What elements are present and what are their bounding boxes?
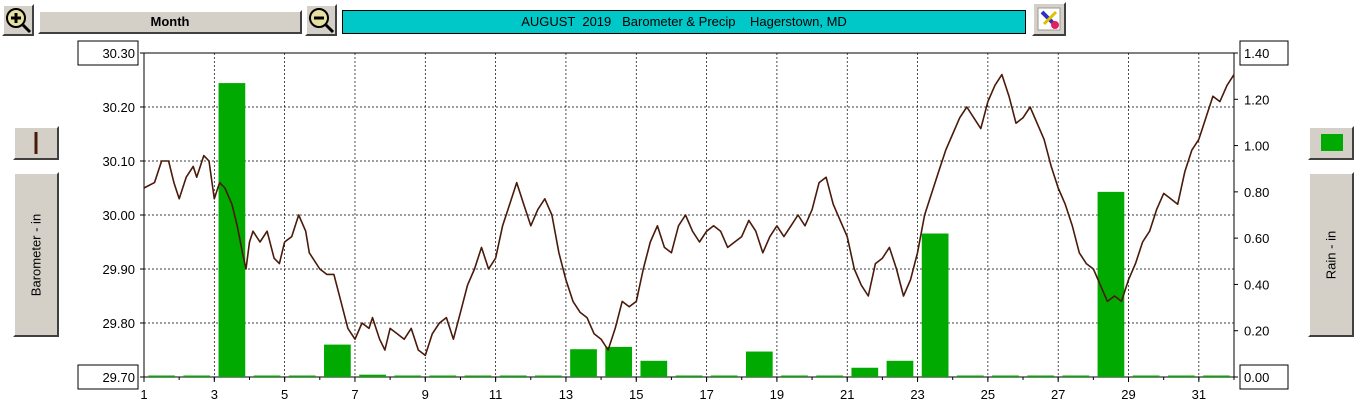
y-right-tick-label: 0.00: [1244, 370, 1269, 385]
rain-bar: [324, 344, 351, 377]
y-left-tick-label: 29.90: [102, 262, 135, 277]
rain-bar: [675, 375, 703, 377]
x-tick-label: 3: [211, 387, 218, 402]
y-left-limit-box: [77, 40, 139, 66]
y-right-limit-box: [1239, 40, 1289, 66]
x-tick-label: 7: [351, 387, 358, 402]
y-right-tick-label: 0.40: [1244, 277, 1269, 292]
y-right-tick-label: 0.80: [1244, 185, 1269, 200]
rain-bar: [534, 375, 562, 377]
rain-bar: [992, 375, 1019, 377]
rain-bar: [710, 375, 738, 377]
marker-tool-button[interactable]: [1032, 2, 1066, 36]
y-left-tick-label: 30.10: [102, 154, 135, 169]
left-axis-button[interactable]: Barometer - in: [13, 172, 59, 337]
rain-bar: [253, 375, 281, 377]
y-right-tick-label: 1.00: [1244, 139, 1269, 154]
rain-bar: [1167, 375, 1195, 377]
x-tick-label: 25: [981, 387, 995, 402]
rain-bar: [148, 375, 175, 377]
x-tick-label: 19: [770, 387, 784, 402]
rain-bar: [605, 346, 633, 377]
rain-bar: [183, 375, 211, 377]
rain-bar: [218, 83, 246, 377]
rain-bar: [288, 375, 316, 377]
rain-bar-swatch-icon: [1321, 134, 1343, 151]
rain-bar: [745, 351, 773, 377]
rain-bar: [956, 375, 984, 377]
rain-bar: [464, 375, 492, 377]
rain-legend-button[interactable]: [1308, 126, 1354, 160]
y-right-tick-label: 1.40: [1244, 46, 1269, 61]
x-tick-label: 27: [1051, 387, 1065, 402]
pressure-line-swatch-icon: [34, 132, 38, 154]
y-left-tick-label: 29.70: [102, 370, 135, 385]
x-tick-label: 9: [422, 387, 429, 402]
x-tick-label: 1: [140, 387, 147, 402]
right-axis-button[interactable]: Rain - in: [1308, 172, 1354, 337]
rain-bar: [640, 360, 668, 377]
rain-bar: [1097, 191, 1125, 377]
y-right-limit-box: [1239, 364, 1289, 390]
zoom-out-button[interactable]: [305, 4, 337, 36]
pressure-legend-button[interactable]: [13, 126, 59, 160]
rain-bar: [499, 375, 527, 377]
rain-bar: [851, 367, 879, 377]
y-left-tick-label: 30.30: [102, 46, 135, 61]
x-tick-label: 17: [699, 387, 713, 402]
y-left-tick-label: 30.00: [102, 208, 135, 223]
magnifier-minus-icon: [309, 8, 335, 34]
period-selector-button[interactable]: Month: [38, 10, 302, 34]
chart-title-bar: AUGUST 2019 Barometer & Precip Hagerstow…: [342, 10, 1026, 34]
rain-bar: [394, 375, 422, 377]
x-tick-label: 29: [1121, 387, 1135, 402]
x-tick-label: 13: [559, 387, 573, 402]
x-tick-label: 11: [489, 387, 503, 402]
rain-bar: [1132, 375, 1160, 377]
x-tick-label: 5: [281, 387, 288, 402]
x-tick-label: 15: [629, 387, 643, 402]
y-right-tick-label: 1.20: [1244, 92, 1269, 107]
x-tick-label: 31: [1192, 387, 1206, 402]
marker-pen-icon: [1037, 7, 1061, 31]
y-right-tick-label: 0.20: [1244, 324, 1269, 339]
rain-bar: [429, 375, 457, 377]
rain-bar: [1203, 375, 1230, 377]
pressure-line: [143, 73, 1235, 357]
y-left-tick-label: 30.20: [102, 100, 135, 115]
rain-bar: [1027, 375, 1054, 377]
rain-bar: [886, 360, 914, 377]
rain-bar: [781, 375, 808, 377]
rain-bar: [921, 233, 949, 377]
magnifier-plus-icon: [6, 8, 32, 34]
rain-bar: [570, 349, 597, 377]
rain-bar: [1062, 375, 1090, 377]
x-tick-label: 21: [840, 387, 854, 402]
y-left-limit-box: [77, 364, 139, 390]
x-tick-label: 23: [910, 387, 924, 402]
rain-bar: [359, 374, 386, 377]
y-right-tick-label: 0.60: [1244, 231, 1269, 246]
zoom-in-button[interactable]: [2, 4, 34, 36]
y-left-tick-label: 29.80: [102, 316, 135, 331]
rain-bar: [816, 375, 844, 377]
